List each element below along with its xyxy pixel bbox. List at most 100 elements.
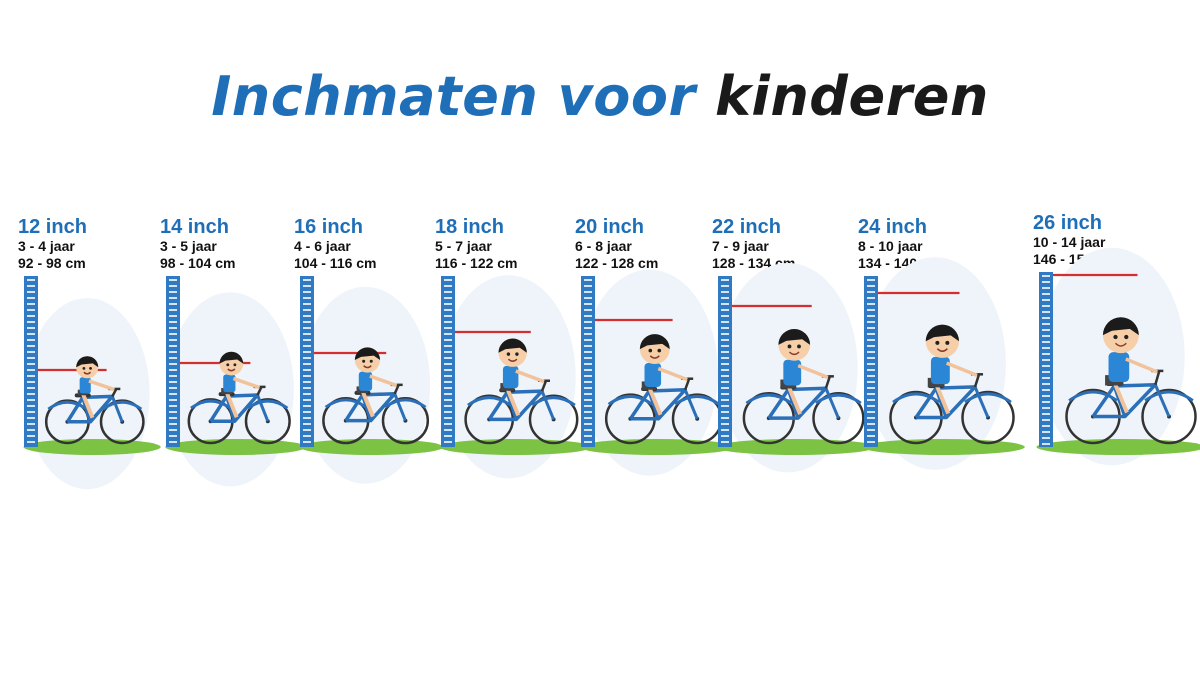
fork [540, 390, 555, 420]
arm [88, 379, 115, 392]
smile [649, 355, 660, 359]
arm [657, 366, 688, 382]
page-title: Inchmaten voor kinderen [0, 70, 1200, 124]
eye [648, 348, 653, 353]
stem [973, 373, 981, 388]
leg [934, 383, 951, 415]
leg [647, 386, 663, 416]
front-wheel [1141, 388, 1197, 445]
fork [110, 395, 124, 423]
child-rider [925, 324, 978, 415]
rear-fender [892, 392, 940, 404]
front-wheel [961, 390, 1015, 445]
grass [861, 439, 1025, 455]
shirt [783, 359, 802, 386]
eye [935, 340, 940, 345]
hair [498, 338, 527, 353]
size-panel: 20 inch 6 - 8 jaar 122 - 128 cm [575, 0, 735, 476]
shirt [79, 377, 91, 394]
front-fender [815, 393, 862, 405]
eye [797, 344, 801, 349]
smile [936, 348, 948, 352]
age-range-label: 3 - 4 jaar [18, 238, 75, 254]
rear-fender [1068, 390, 1118, 402]
height-ruler [864, 276, 878, 447]
shirt [930, 356, 950, 385]
eye [89, 366, 92, 370]
height-range-label: 104 - 116 cm [294, 255, 377, 271]
front-fender [531, 396, 576, 407]
hair [219, 351, 244, 364]
wheel-size-label: 24 inch [858, 216, 927, 238]
shirt [358, 371, 373, 391]
leg [80, 392, 95, 419]
arm [369, 374, 398, 388]
title-part-1: Inchmaten voor [211, 65, 696, 128]
leg [1112, 381, 1129, 414]
leg [505, 387, 521, 417]
illustration [299, 276, 444, 484]
wheel-size-label: 16 inch [294, 216, 363, 238]
shirt [223, 374, 236, 393]
hair [76, 356, 99, 368]
size-panel: 26 inch 10 - 14 jaar 146 - 158 cm [1033, 0, 1200, 470]
grass [299, 439, 444, 455]
eye [226, 363, 230, 367]
height-ruler [24, 276, 38, 447]
size-panel: 22 inch 7 - 9 jaar 128 - 134 cm [712, 0, 876, 473]
eye [945, 340, 950, 345]
rear-fender [190, 399, 232, 410]
fork [393, 393, 407, 422]
size-panel: 14 inch 3 - 5 jaar 98 - 104 cm [160, 0, 320, 487]
bicycle [322, 383, 430, 445]
illustration [579, 269, 735, 476]
front-wheel [244, 398, 291, 445]
hair [639, 334, 670, 350]
fork [683, 389, 699, 420]
front-wheel [381, 396, 430, 445]
child-rider [1102, 317, 1158, 414]
title-part-2: kinderen [714, 65, 989, 128]
wheel-size-label: 20 inch [575, 216, 644, 238]
smile [788, 351, 800, 356]
front-fender [964, 392, 1012, 404]
grass [165, 439, 307, 455]
height-ruler [441, 276, 455, 447]
size-label-group: 18 inch 5 - 7 jaar 116 - 122 cm [435, 216, 518, 272]
size-panel: 16 inch 4 - 6 jaar 104 - 116 cm [294, 0, 454, 484]
wheel-size-label: 26 inch [1033, 212, 1102, 234]
wheel-size-label: 18 inch [435, 216, 504, 238]
arm [946, 361, 978, 377]
bicycle [889, 373, 1015, 445]
child-rider [778, 328, 829, 415]
smile [227, 368, 236, 372]
shirt [1108, 352, 1130, 383]
height-ruler [300, 276, 314, 447]
illustration [716, 262, 876, 473]
fork [973, 386, 990, 419]
height-range-label: 92 - 98 cm [18, 255, 86, 271]
size-panel: 12 inch 3 - 4 jaar 92 - 98 cm [18, 0, 178, 490]
age-range-label: 3 - 5 jaar [160, 238, 217, 254]
stem [824, 375, 832, 389]
eye [362, 359, 366, 363]
front-wheel [812, 391, 865, 445]
age-range-label: 4 - 6 jaar [294, 238, 351, 254]
height-range-label: 122 - 128 cm [575, 255, 659, 271]
wheel-size-label: 22 inch [712, 216, 781, 238]
eye [787, 344, 792, 349]
age-range-label: 5 - 7 jaar [435, 238, 492, 254]
arm [1125, 357, 1158, 374]
eye [369, 359, 373, 363]
rear-fender [607, 394, 654, 406]
smile [363, 365, 372, 369]
size-label-group: 26 inch 10 - 14 jaar 146 - 158 cm [1033, 212, 1116, 268]
eye [506, 352, 511, 356]
front-wheel [99, 399, 145, 445]
height-range-label: 98 - 104 cm [160, 255, 236, 271]
size-label-group: 16 inch 4 - 6 jaar 104 - 116 cm [294, 216, 377, 272]
height-ruler [581, 276, 595, 447]
front-fender [1144, 390, 1194, 402]
grass [439, 439, 592, 455]
child-rider [354, 347, 398, 418]
